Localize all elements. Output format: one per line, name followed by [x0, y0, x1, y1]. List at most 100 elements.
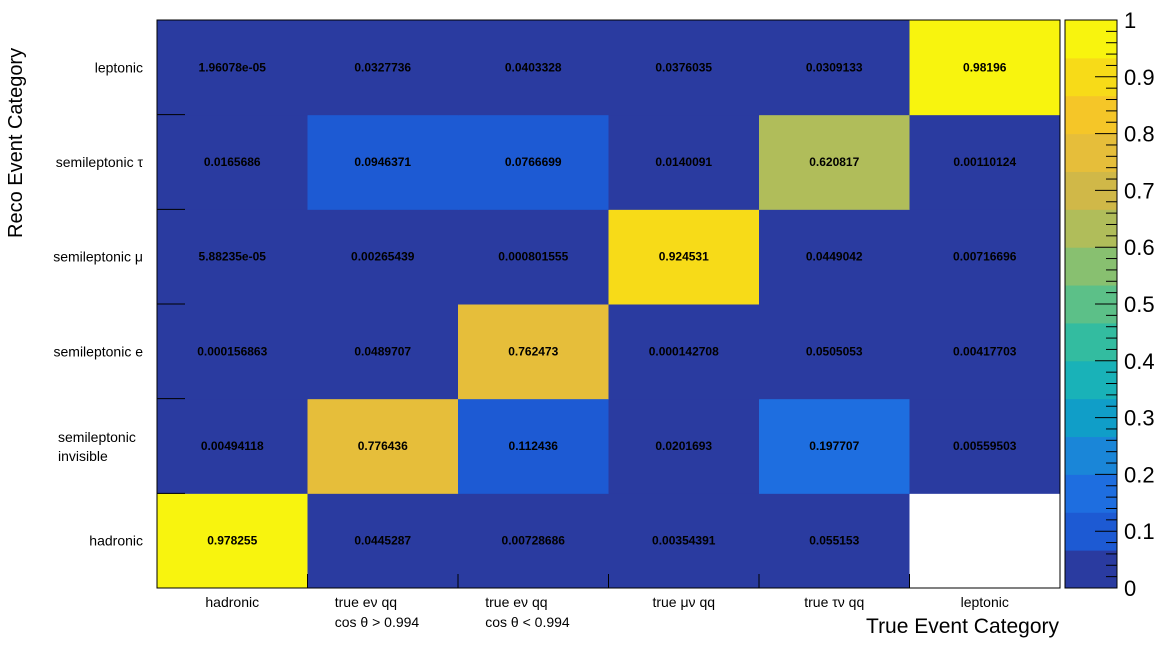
color-scale-segment — [1065, 436, 1117, 475]
heatmap-cell — [759, 304, 910, 400]
heatmap-cell — [157, 493, 308, 589]
cell-value-label: 0.197707 — [809, 439, 859, 453]
color-scale-segment — [1065, 95, 1117, 135]
cell-value-label: 0.978255 — [207, 534, 257, 548]
x-tick-label: cos θ < 0.994 — [485, 614, 570, 630]
cell-value-label: 0.0403328 — [505, 60, 562, 74]
x-tick-label: true μν qq — [652, 594, 715, 610]
heatmap-cell — [608, 209, 760, 305]
cell-value-label: 0.0766699 — [505, 155, 562, 169]
cell-value-label: 0.055153 — [809, 534, 859, 548]
heatmap-cell — [458, 493, 609, 589]
cell-value-label: 0.00417703 — [953, 344, 1017, 358]
color-scale-segment — [1065, 360, 1117, 400]
cell-value-label: 0.924531 — [659, 250, 709, 264]
y-tick-label: invisible — [58, 448, 108, 464]
z-tick-label: 0.7 — [1124, 178, 1155, 203]
cell-value-label: 0.00110124 — [953, 155, 1016, 169]
heatmap-cell — [458, 398, 609, 494]
heatmap-cell — [307, 114, 459, 210]
heatmap-cell — [157, 398, 308, 494]
cell-value-label: 0.98196 — [963, 60, 1007, 74]
heatmap-cell — [909, 209, 1061, 305]
heatmap-cell-labels: 0.978255 0.0445287 0.00728686 0.00354391 0.0… — [197, 60, 1017, 547]
color-scale-segment — [1065, 322, 1117, 362]
heatmap-cell — [307, 493, 459, 589]
cell-value-label: 0.0376035 — [655, 60, 712, 74]
cell-value-label: 0.0309133 — [806, 60, 863, 74]
x-tick-label: true τν qq — [804, 594, 864, 610]
heatmap-cells — [157, 20, 1061, 589]
cell-value-label: 0.00265439 — [351, 250, 415, 264]
z-tick-label: 0.6 — [1124, 235, 1155, 260]
cell-value-label: 0.0327736 — [354, 60, 411, 74]
heatmap-cell — [157, 209, 308, 305]
cell-value-label: 0.0449042 — [806, 250, 863, 264]
x-tick-label: cos θ > 0.994 — [335, 614, 420, 630]
z-tick-label: 0.3 — [1124, 406, 1155, 431]
x-axis-title: True Event Category — [866, 615, 1059, 638]
z-tick-label: 0.5 — [1124, 292, 1155, 317]
heatmap-cell — [909, 398, 1061, 494]
color-scale-ticks: 0 0.1 0.2 0.3 0.4 0.5 0.6 0.7 0.8 0.9 1 — [1095, 8, 1155, 601]
y-tick-label: leptonic — [95, 59, 143, 75]
cell-value-label: 0.00494118 — [201, 439, 264, 453]
heatmap-cell — [458, 304, 609, 400]
cell-value-label: 5.88235e-05 — [199, 250, 267, 264]
heatmap-cell — [307, 304, 459, 400]
color-scale-segment — [1065, 20, 1117, 59]
cell-value-label: 0.762473 — [508, 344, 558, 358]
z-tick-label: 0.1 — [1124, 519, 1155, 544]
cell-value-label: 0.000142708 — [649, 344, 719, 358]
color-scale-segment — [1065, 247, 1117, 286]
z-tick-label: 1 — [1124, 8, 1136, 33]
y-axis-title: Reco Event Category — [5, 48, 27, 238]
heatmap-cell — [608, 304, 760, 400]
color-scale-segment — [1065, 550, 1117, 589]
heatmap-cell — [157, 20, 308, 116]
cell-value-label: 0.776436 — [358, 439, 408, 453]
color-scale-segment — [1065, 209, 1117, 248]
heatmap-cell — [458, 209, 609, 305]
heatmap-cell — [608, 493, 760, 589]
y-tick-label: semileptonic — [58, 429, 136, 445]
cell-value-label: 0.620817 — [809, 155, 859, 169]
z-tick-label: 0 — [1124, 576, 1136, 601]
cell-value-label: 0.0946371 — [354, 155, 411, 169]
z-tick-label: 0.4 — [1124, 349, 1155, 374]
cell-value-label: 0.00716696 — [953, 250, 1017, 264]
cell-value-label: 0.0201693 — [655, 439, 712, 453]
z-tick-label: 0.9 — [1124, 65, 1155, 90]
heatmap-cell — [759, 209, 910, 305]
heatmap-cell — [909, 114, 1061, 210]
heatmap-cell — [909, 304, 1061, 400]
heatmap-cell — [608, 114, 760, 210]
x-tick-label: leptonic — [961, 594, 1009, 610]
heatmap-cell — [759, 20, 910, 116]
z-tick-label: 0.2 — [1124, 462, 1155, 487]
heatmap-cell — [307, 398, 459, 494]
heatmap-cell — [759, 493, 910, 589]
cell-value-label: 0.0165686 — [204, 155, 261, 169]
x-tick-label: hadronic — [205, 594, 259, 610]
color-scale-segment — [1065, 133, 1117, 172]
y-tick-label: semileptonic e — [54, 343, 144, 359]
cell-value-label: 0.00728686 — [502, 534, 566, 548]
cell-value-label: 0.00354391 — [652, 534, 716, 548]
plot-frame — [156, 19, 1061, 589]
y-tick-label: semileptonic τ — [56, 154, 144, 170]
cell-value-label: 0.0445287 — [354, 534, 411, 548]
heatmap-cell — [759, 398, 910, 494]
cell-value-label: 0.000801555 — [498, 250, 568, 264]
y-tick-label: semileptonic μ — [53, 249, 143, 265]
heatmap-cell — [307, 20, 459, 116]
heatmap-cell — [608, 398, 760, 494]
heatmap-cell — [157, 304, 308, 400]
heatmap-cell — [909, 20, 1061, 116]
heatmap-cell — [307, 209, 459, 305]
heatmap-cell — [458, 20, 609, 116]
cell-value-label: 0.0140091 — [655, 155, 712, 169]
cell-value-label: 0.0489707 — [354, 344, 411, 358]
z-tick-label: 0.8 — [1124, 122, 1155, 147]
